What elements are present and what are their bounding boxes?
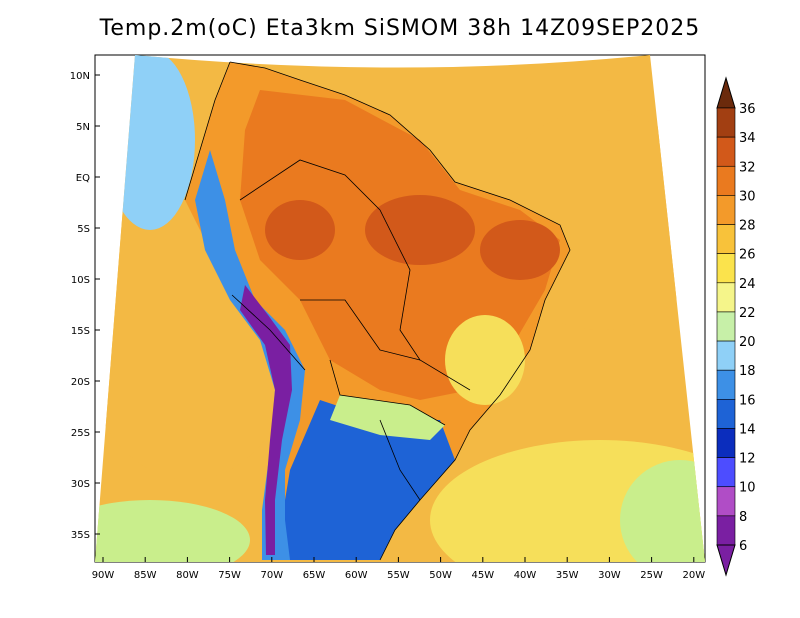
pacific-south-cool-zone bbox=[95, 500, 250, 562]
colorbar-swatch bbox=[716, 311, 736, 342]
lon-label: 25W bbox=[640, 570, 663, 581]
lon-label: 65W bbox=[303, 570, 326, 581]
latitude-axis: 10N 5N EQ 5S 10S 15S 20S 25S 30S 35S bbox=[70, 71, 100, 541]
colorbar-swatch bbox=[716, 515, 736, 546]
lat-label: 15S bbox=[71, 326, 90, 337]
map-title: Temp.2m(oC) Eta3km SiSMOM 38h 14Z09SEP20… bbox=[99, 16, 701, 41]
lat-label: 10S bbox=[71, 275, 90, 286]
colorbar-swatch bbox=[716, 428, 736, 458]
colorbar-label: 18 bbox=[739, 364, 756, 379]
colorbar-label: 6 bbox=[739, 539, 747, 554]
lon-label: 30W bbox=[598, 570, 621, 581]
lon-label: 40W bbox=[514, 570, 537, 581]
atlantic-cold-zone bbox=[620, 460, 705, 562]
lon-label: 55W bbox=[387, 570, 410, 581]
colorbar-label: 12 bbox=[739, 452, 756, 467]
colorbar-swatch bbox=[716, 399, 736, 429]
colorbar-top-arrow bbox=[716, 76, 736, 109]
lon-label: 35W bbox=[556, 570, 579, 581]
lat-label: 5S bbox=[77, 224, 90, 235]
lon-label: 75W bbox=[218, 570, 241, 581]
lat-label: 25S bbox=[71, 428, 90, 439]
colorbar-swatch bbox=[716, 107, 736, 138]
colorbar-swatch bbox=[716, 224, 736, 254]
lon-label: 70W bbox=[260, 570, 283, 581]
lon-label: 90W bbox=[92, 570, 115, 581]
longitude-axis: 90W 85W 80W 75W 70W 65W 60W 55W 50W 45W 40W 35W 30W 2… bbox=[92, 557, 705, 581]
colorbar-label: 14 bbox=[739, 422, 756, 437]
colorbar-bottom-arrow bbox=[716, 544, 736, 577]
lon-label: 20W bbox=[682, 570, 705, 581]
lat-label: 10N bbox=[70, 71, 90, 82]
lon-label: 80W bbox=[176, 570, 199, 581]
colorbar-swatch bbox=[716, 165, 736, 196]
lon-label: 85W bbox=[134, 570, 157, 581]
colorbar-swatch bbox=[716, 282, 736, 313]
colorbar-label: 8 bbox=[739, 510, 747, 525]
colorbar-label: 16 bbox=[739, 393, 756, 408]
colorbar-label: 26 bbox=[739, 248, 756, 263]
colorbar-label: 28 bbox=[739, 219, 756, 234]
country-borders bbox=[184, 61, 571, 561]
colorbar-swatch bbox=[716, 195, 736, 225]
lon-label: 45W bbox=[471, 570, 494, 581]
colorbar-swatch bbox=[716, 486, 736, 517]
colorbar: 36 34 32 30 28 26 24 22 20 18 16 14 12 10 8 6 bbox=[716, 76, 756, 577]
colorbar-label: 10 bbox=[739, 481, 756, 496]
colorbar-label: 22 bbox=[739, 306, 756, 321]
colorbar-swatch bbox=[716, 369, 736, 400]
very-hot-zone bbox=[365, 195, 475, 265]
lat-label: 30S bbox=[71, 479, 90, 490]
colorbar-swatch bbox=[716, 136, 736, 167]
lat-label: 20S bbox=[71, 377, 90, 388]
very-hot-zone bbox=[480, 220, 560, 280]
andes-very-cold-strip bbox=[240, 285, 292, 555]
lat-label: EQ bbox=[76, 173, 90, 184]
colorbar-label: 32 bbox=[739, 160, 756, 175]
colorbar-swatch bbox=[716, 340, 736, 371]
colorbar-swatch bbox=[716, 457, 736, 488]
very-hot-zone bbox=[265, 200, 335, 260]
colorbar-label: 24 bbox=[739, 277, 756, 292]
colorbar-label: 34 bbox=[739, 131, 756, 146]
colorbar-swatch bbox=[716, 253, 736, 284]
southeast-mild-zone bbox=[445, 315, 525, 405]
colorbar-label: 20 bbox=[739, 335, 756, 350]
lon-label: 60W bbox=[345, 570, 368, 581]
lon-label: 50W bbox=[429, 570, 452, 581]
colorbar-label: 30 bbox=[739, 189, 756, 204]
colorbar-label: 36 bbox=[739, 102, 756, 117]
lat-label: 5N bbox=[76, 122, 90, 133]
lat-label: 35S bbox=[71, 530, 90, 541]
southern-cool-zone bbox=[275, 400, 455, 560]
southern-mild-zone bbox=[330, 395, 445, 440]
